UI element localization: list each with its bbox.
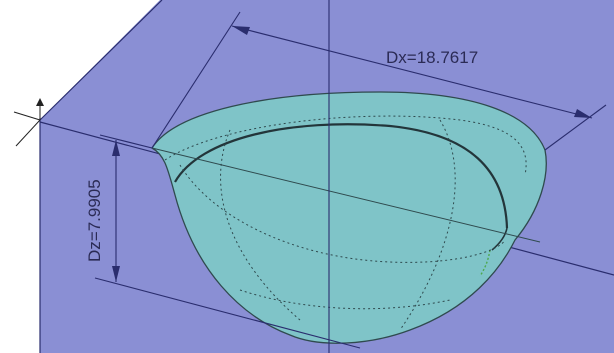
- cavity[interactable]: [151, 91, 547, 344]
- block-top-left-edge: [39, 0, 163, 121]
- dx-arrow-left-icon: [232, 26, 250, 35]
- dz-dimension[interactable]: [94, 134, 361, 349]
- hidden-contour-equator: [179, 164, 506, 263]
- axis-y-line: [15, 119, 41, 147]
- dx-extension-line-left: [151, 11, 241, 149]
- dz-arrow-top-icon: [112, 140, 120, 156]
- axis-triad: [13, 98, 44, 147]
- dz-arrow-bottom-icon: [112, 266, 120, 282]
- axis-x-line: [13, 111, 41, 121]
- cavity-surface[interactable]: [151, 91, 547, 344]
- dz-label: Dz=7.9905: [85, 179, 104, 262]
- hidden-contour-outer: [164, 115, 527, 176]
- axis-z-arrow-icon: [36, 98, 44, 106]
- hidden-contours: [164, 115, 527, 331]
- dx-dimension[interactable]: [151, 11, 607, 151]
- hidden-contour-meridian-right: [399, 119, 456, 331]
- block-front-face: [0, 120, 40, 353]
- dx-dimension-line: [231, 25, 593, 119]
- dx-extension-line-right: [544, 104, 607, 151]
- hidden-contour-lower: [239, 289, 451, 310]
- cavity-rim-edge: [174, 123, 509, 229]
- dz-extension-line-bottom: [94, 277, 361, 349]
- dz-extension-line-top: [99, 134, 153, 149]
- cavity-section-line: [151, 147, 541, 243]
- dx-label: Dx=18.7617: [386, 48, 478, 67]
- dx-arrow-right-icon: [574, 109, 592, 118]
- cavity-right-lip: [491, 227, 508, 251]
